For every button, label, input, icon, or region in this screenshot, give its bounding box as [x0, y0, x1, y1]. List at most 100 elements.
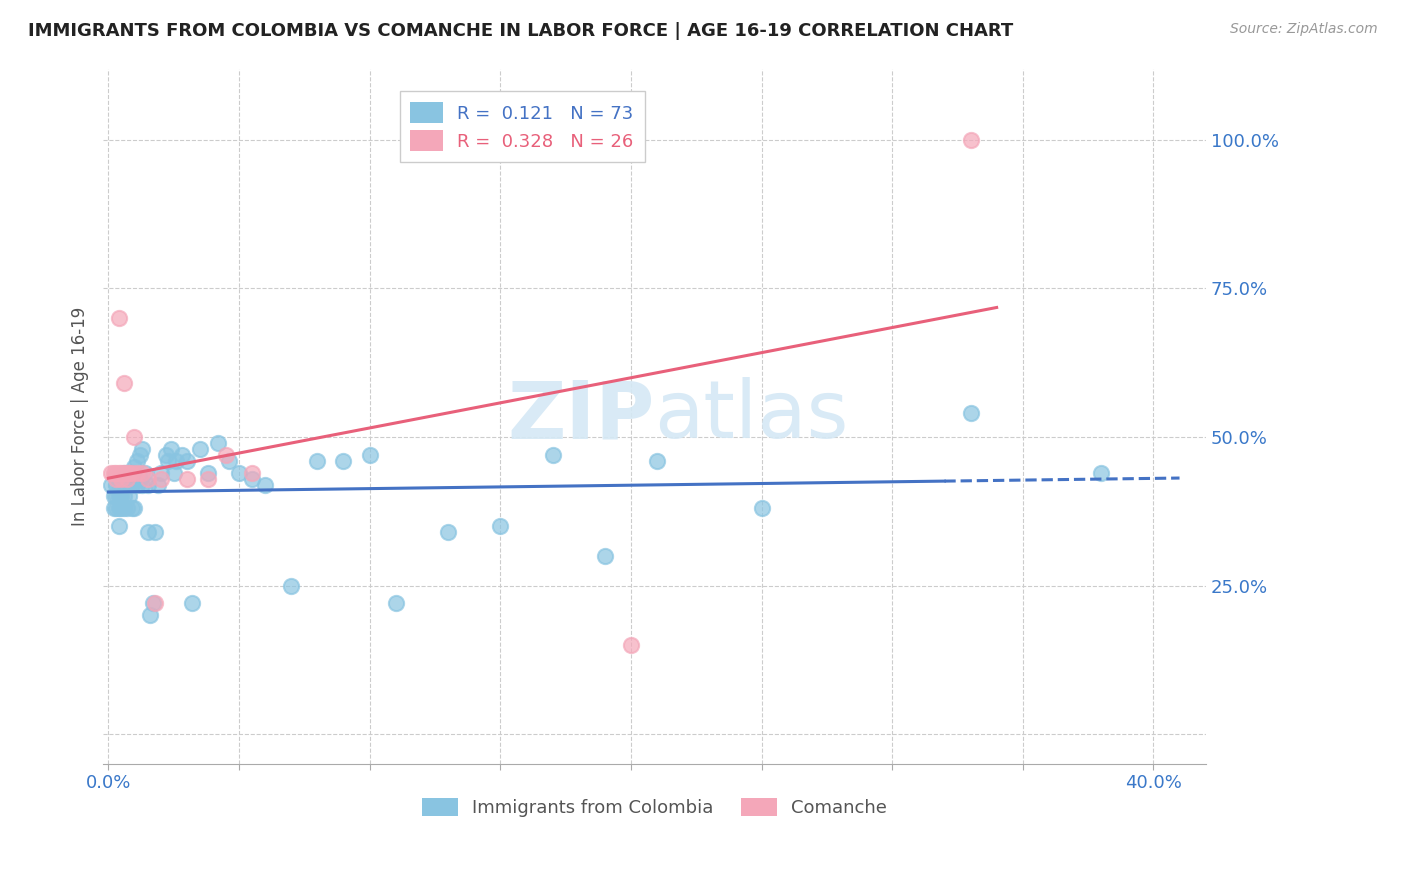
- Point: [157, 454, 180, 468]
- Text: ZIP: ZIP: [508, 377, 654, 455]
- Point: [145, 524, 167, 539]
- Point: [128, 472, 150, 486]
- Point: [112, 466, 135, 480]
- Point: [163, 466, 186, 480]
- Point: [146, 477, 169, 491]
- Point: [128, 448, 150, 462]
- Point: [105, 501, 128, 516]
- Point: [384, 596, 406, 610]
- Point: [160, 442, 183, 456]
- Point: [127, 454, 149, 468]
- Point: [121, 477, 143, 491]
- Point: [118, 466, 141, 480]
- Point: [197, 472, 219, 486]
- Point: [105, 472, 128, 486]
- Point: [112, 376, 135, 391]
- Point: [103, 466, 125, 480]
- Point: [115, 466, 138, 480]
- Point: [115, 477, 138, 491]
- Point: [110, 501, 132, 516]
- Point: [112, 472, 135, 486]
- Point: [149, 466, 172, 480]
- Point: [124, 459, 146, 474]
- Point: [121, 466, 143, 480]
- Point: [155, 448, 177, 462]
- Point: [645, 454, 668, 468]
- Point: [332, 454, 354, 468]
- Point: [176, 472, 198, 486]
- Point: [593, 549, 616, 563]
- Point: [240, 472, 263, 486]
- Point: [127, 477, 149, 491]
- Point: [307, 454, 329, 468]
- Point: [134, 466, 156, 480]
- Point: [124, 430, 146, 444]
- Point: [959, 133, 981, 147]
- Point: [165, 454, 187, 468]
- Point: [197, 466, 219, 480]
- Point: [136, 524, 159, 539]
- Point: [107, 477, 129, 491]
- Point: [115, 472, 138, 486]
- Point: [115, 466, 138, 480]
- Point: [103, 501, 125, 516]
- Point: [620, 638, 643, 652]
- Point: [100, 466, 122, 480]
- Point: [207, 436, 229, 450]
- Point: [107, 311, 129, 326]
- Point: [149, 472, 172, 486]
- Point: [131, 442, 153, 456]
- Point: [127, 466, 149, 480]
- Point: [124, 472, 146, 486]
- Point: [110, 490, 132, 504]
- Point: [1090, 466, 1112, 480]
- Y-axis label: In Labor Force | Age 16-19: In Labor Force | Age 16-19: [72, 307, 89, 525]
- Point: [254, 477, 277, 491]
- Point: [112, 466, 135, 480]
- Point: [110, 472, 132, 486]
- Point: [110, 472, 132, 486]
- Point: [110, 477, 132, 491]
- Point: [105, 490, 128, 504]
- Point: [105, 477, 128, 491]
- Text: IMMIGRANTS FROM COLOMBIA VS COMANCHE IN LABOR FORCE | AGE 16-19 CORRELATION CHAR: IMMIGRANTS FROM COLOMBIA VS COMANCHE IN …: [28, 22, 1014, 40]
- Point: [181, 596, 204, 610]
- Point: [280, 578, 302, 592]
- Legend: Immigrants from Colombia, Comanche: Immigrants from Colombia, Comanche: [415, 790, 894, 824]
- Point: [240, 466, 263, 480]
- Point: [145, 596, 167, 610]
- Point: [437, 524, 460, 539]
- Point: [751, 501, 773, 516]
- Point: [359, 448, 381, 462]
- Point: [215, 448, 238, 462]
- Point: [131, 477, 153, 491]
- Point: [121, 466, 143, 480]
- Point: [105, 466, 128, 480]
- Point: [176, 454, 198, 468]
- Point: [118, 472, 141, 486]
- Point: [489, 519, 512, 533]
- Point: [103, 490, 125, 504]
- Point: [541, 448, 564, 462]
- Point: [136, 472, 159, 486]
- Point: [107, 466, 129, 480]
- Point: [142, 596, 165, 610]
- Text: Source: ZipAtlas.com: Source: ZipAtlas.com: [1230, 22, 1378, 37]
- Point: [121, 501, 143, 516]
- Point: [139, 608, 162, 623]
- Point: [124, 501, 146, 516]
- Point: [112, 490, 135, 504]
- Point: [188, 442, 211, 456]
- Point: [115, 501, 138, 516]
- Point: [107, 490, 129, 504]
- Point: [118, 466, 141, 480]
- Point: [112, 501, 135, 516]
- Point: [107, 519, 129, 533]
- Point: [218, 454, 240, 468]
- Point: [107, 501, 129, 516]
- Point: [118, 490, 141, 504]
- Point: [100, 477, 122, 491]
- Text: atlas: atlas: [654, 377, 849, 455]
- Point: [110, 466, 132, 480]
- Point: [170, 448, 193, 462]
